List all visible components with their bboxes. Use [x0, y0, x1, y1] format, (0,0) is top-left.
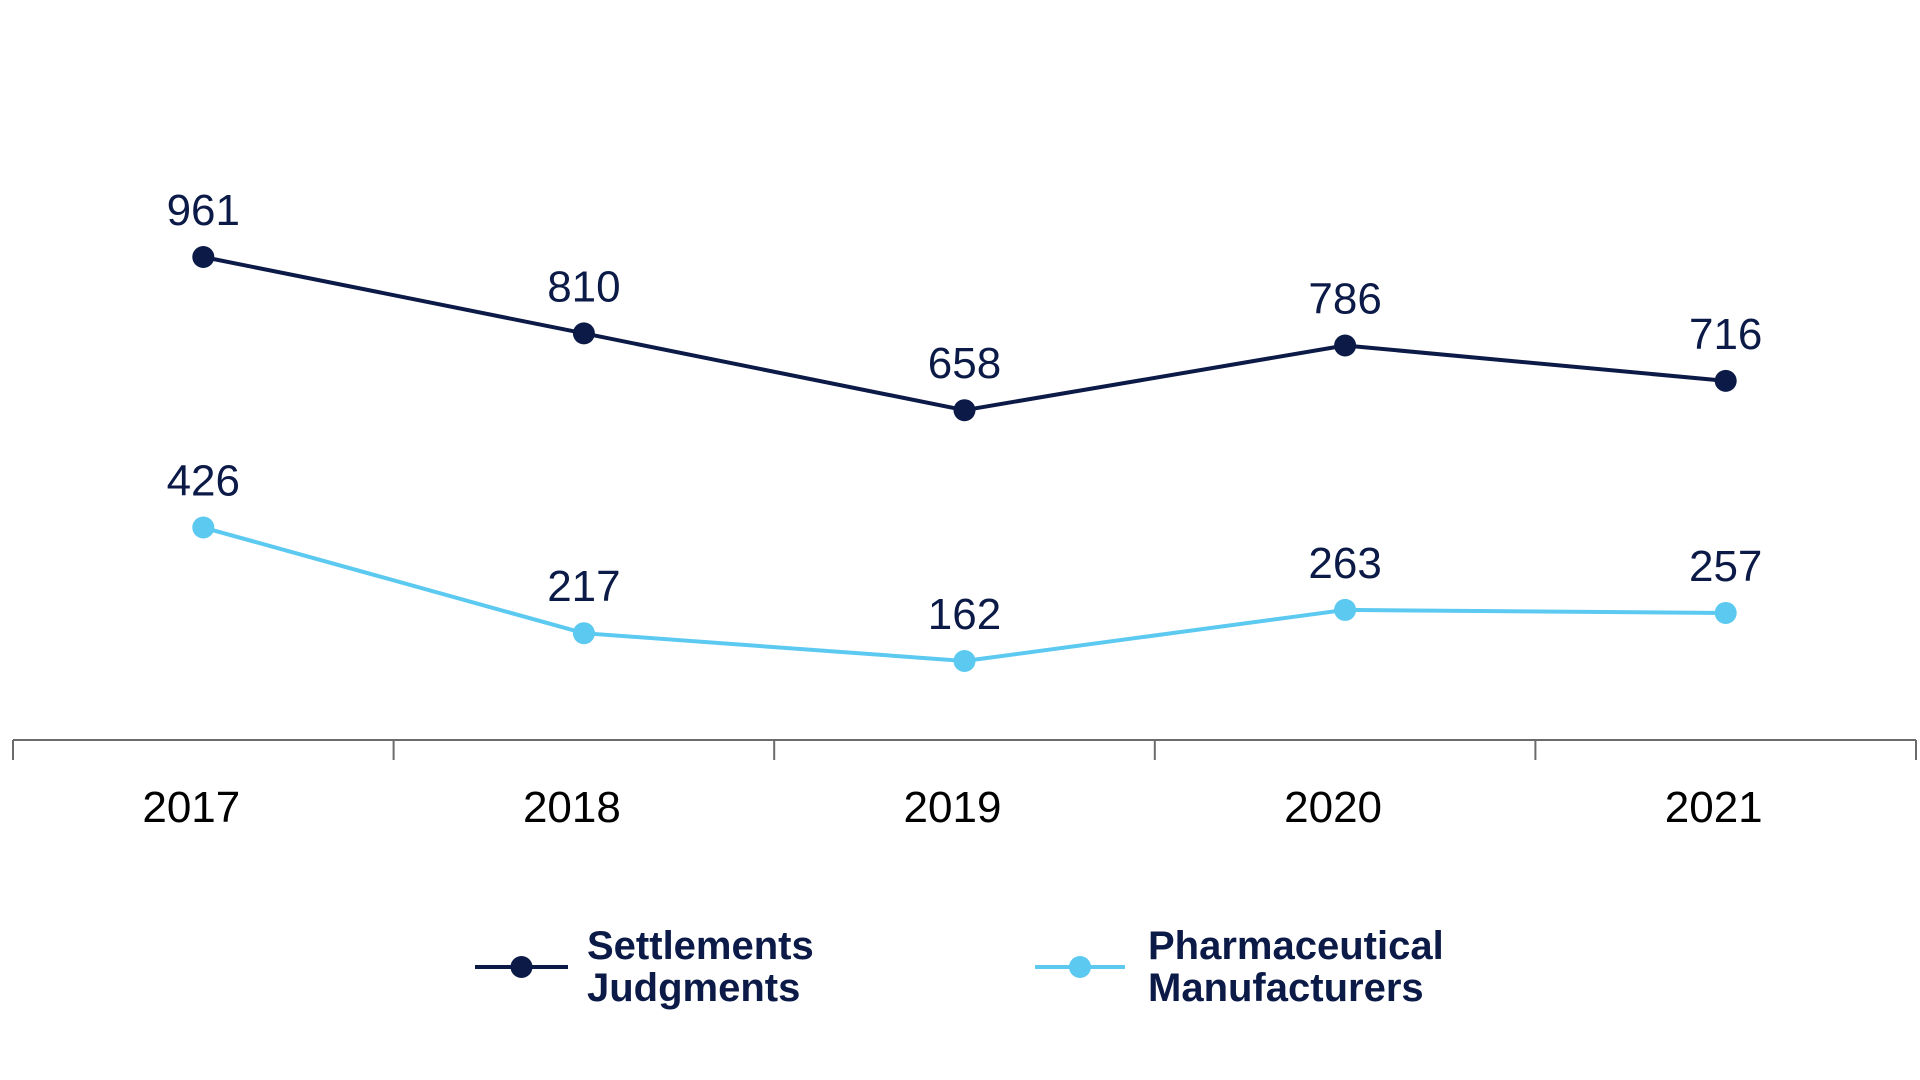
data-point: [1334, 334, 1357, 357]
x-tick-label-2021: 2021: [1665, 783, 1763, 832]
data-label: 961: [167, 186, 240, 235]
data-point: [1714, 601, 1737, 624]
data-point: [572, 622, 595, 645]
data-label: 257: [1689, 542, 1762, 591]
data-label: 162: [928, 590, 1001, 639]
series-0: 961 810 658 786 716: [167, 186, 1762, 422]
data-point: [953, 399, 976, 422]
legend-item-1: Pharmaceutical Manufacturers: [1035, 924, 1444, 1010]
x-tick-label-2019: 2019: [904, 783, 1002, 832]
data-point: [192, 246, 215, 268]
x-tick-label-2017: 2017: [142, 783, 240, 832]
data-point: [1334, 598, 1357, 621]
series-layer: 961 810 658 786 716 426 217 162 263 257: [167, 186, 1762, 672]
legend-swatch-marker: [1069, 956, 1091, 978]
data-point: [1714, 369, 1737, 392]
series-1: 426 217 162 263 257: [167, 457, 1762, 672]
legend-item-0: Settlements Judgments: [475, 924, 814, 1010]
x-tick-label-2020: 2020: [1284, 783, 1382, 832]
data-label: 658: [928, 339, 1001, 388]
data-label: 263: [1308, 539, 1381, 588]
data-label: 426: [167, 457, 240, 506]
legend: Settlements Judgments Pharmaceutical Manufa…: [475, 924, 1444, 1010]
data-label: 786: [1308, 274, 1381, 323]
legend-swatch-marker: [510, 956, 533, 978]
x-axis: 2017 2018 2019 2020 2021: [12, 739, 1917, 832]
data-point: [953, 650, 976, 672]
legend-label: Settlements Judgments: [587, 924, 814, 1010]
data-label: 810: [547, 262, 620, 311]
data-label: 217: [547, 562, 620, 611]
data-label: 716: [1689, 310, 1762, 359]
data-point: [192, 516, 215, 539]
data-point: [572, 322, 595, 345]
x-tick-label-2018: 2018: [523, 783, 621, 832]
legend-label: Pharmaceutical Manufacturers: [1148, 924, 1444, 1010]
